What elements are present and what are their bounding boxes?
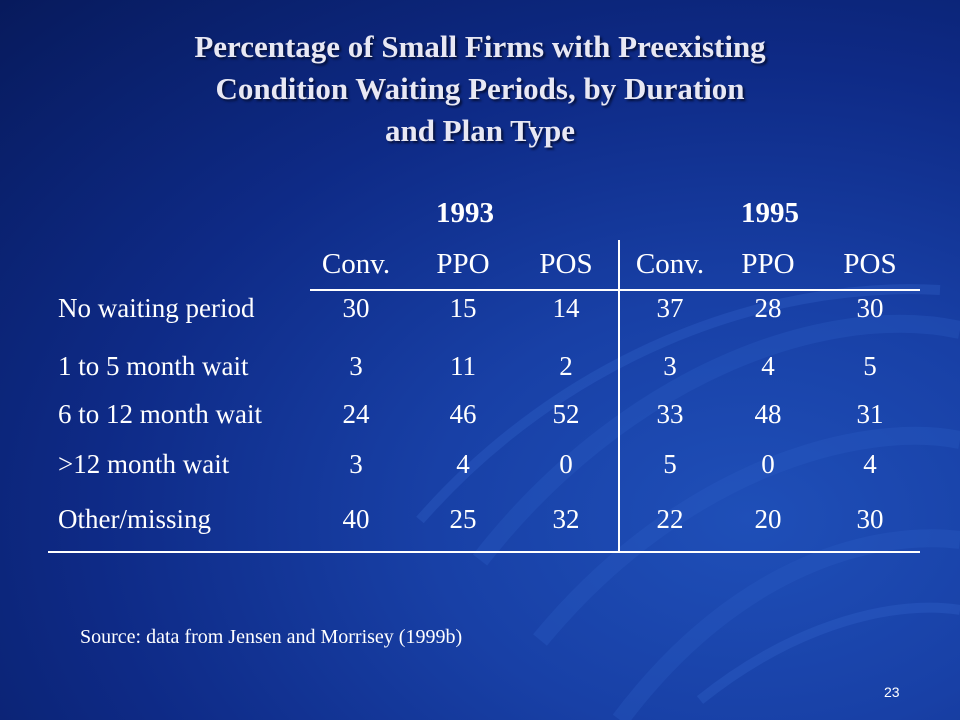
table-cell: 46	[449, 399, 477, 429]
title-line-2: Condition Waiting Periods, by Duration	[215, 71, 745, 106]
source-note: Source: data from Jensen and Morrisey (1…	[80, 626, 463, 648]
column-header-1993-conv: Conv.	[321, 248, 391, 280]
title-line-3: and Plan Type	[384, 113, 576, 148]
table-cell: 0	[559, 449, 573, 479]
table-cell: 4	[863, 449, 877, 479]
table-cell: 30	[342, 293, 370, 323]
row-label: >12 month wait	[58, 449, 230, 479]
column-header-1993-ppo: PPO	[436, 248, 490, 280]
year-1993-header: 1993	[436, 197, 494, 229]
table-cell: 28	[754, 293, 782, 323]
table-cell: 52	[552, 399, 580, 429]
table-cell: 33	[656, 399, 684, 429]
table-cell: 30	[856, 293, 884, 323]
table-cell: 25	[449, 504, 477, 534]
table-cell: 40	[342, 504, 370, 534]
table-cell: 31	[856, 399, 884, 429]
table-cell: 11	[450, 351, 476, 381]
table-cell: 20	[754, 504, 782, 534]
table-cell: 5	[663, 449, 677, 479]
row-label: No waiting period	[58, 293, 255, 323]
table-cell: 30	[856, 504, 884, 534]
table-cell: 22	[656, 504, 684, 534]
row-label: 1 to 5 month wait	[58, 351, 249, 381]
year-1995-header: 1995	[741, 197, 799, 229]
column-header-1995-pos: POS	[843, 248, 897, 280]
table-cell: 48	[754, 399, 782, 429]
column-header-1995-ppo: PPO	[741, 248, 795, 280]
table-cell: 14	[552, 293, 580, 323]
table-cell: 37	[656, 293, 684, 323]
row-label: Other/missing	[58, 504, 211, 534]
table-cell: 15	[449, 293, 477, 323]
table-cell: 4	[456, 449, 470, 479]
table-cell: 32	[552, 504, 580, 534]
table-cell: 3	[663, 351, 677, 381]
column-header-1993-pos: POS	[539, 248, 593, 280]
header-underline	[310, 289, 920, 291]
table-cell: 5	[863, 351, 877, 381]
row-label: 6 to 12 month wait	[58, 399, 262, 429]
table-cell: 3	[349, 351, 363, 381]
table-cell: 3	[349, 449, 363, 479]
column-header-1995-conv: Conv.	[635, 248, 705, 280]
title-line-1: Percentage of Small Firms with Preexisti…	[194, 29, 766, 64]
year-divider-line	[618, 240, 620, 552]
table-bottom-rule	[48, 551, 920, 553]
slide-title: Percentage of Small Firms with Preexisti…	[80, 26, 880, 152]
table-cell: 4	[761, 351, 775, 381]
table-cell: 24	[342, 399, 370, 429]
table-cell: 0	[761, 449, 775, 479]
page-number: 23	[884, 684, 900, 700]
table-cell: 2	[559, 351, 573, 381]
